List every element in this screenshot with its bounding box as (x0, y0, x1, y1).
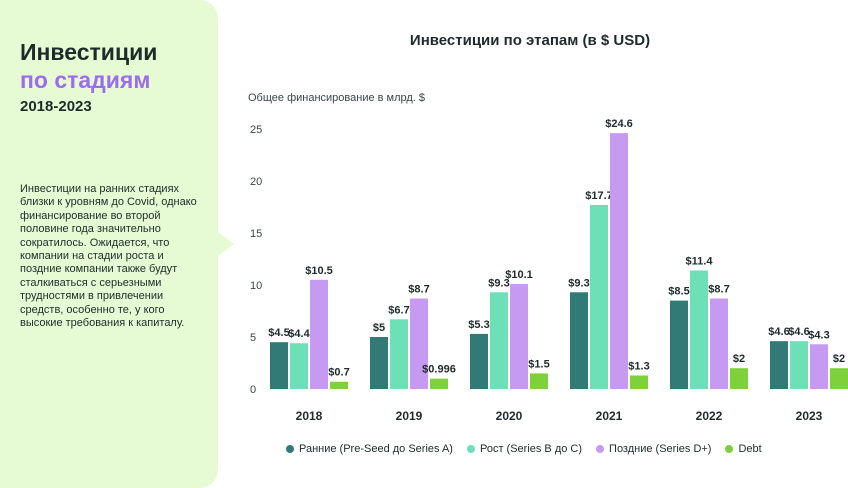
bar-2018-series-2 (310, 279, 328, 389)
y-tick-label: 15 (250, 228, 262, 240)
chart-title: Инвестиции по этапам (в $ USD) (409, 32, 651, 49)
summary-pointer (218, 232, 234, 256)
legend-dot-icon (286, 445, 294, 453)
data-label: $0.996 (422, 364, 456, 376)
legend-dot-icon (596, 445, 605, 453)
legend-dot-icon (466, 445, 475, 453)
y-tick-label: 25 (250, 124, 262, 136)
y-tick-label: 10 (250, 280, 262, 292)
bar-2022-series-1 (690, 270, 708, 389)
data-label: $4.5 (268, 327, 289, 339)
chart-legend: Ранние (Pre-Seed до Series A) Рост (Serie… (286, 443, 762, 455)
data-label: $11.4 (686, 255, 714, 267)
data-label: $4.6 (788, 326, 809, 338)
legend-item: Ранние (Pre-Seed до Series A) (286, 443, 453, 455)
data-label: $4.6 (768, 326, 789, 338)
data-label: $2 (733, 353, 745, 365)
legend-item: Debt (725, 443, 762, 455)
bar-2023-series-3 (830, 368, 848, 389)
bar-2021-series-2 (610, 133, 628, 389)
bar-2018-series-0 (270, 342, 288, 389)
data-label: $1.3 (628, 360, 649, 372)
x-tick-label-2019: 2019 (396, 409, 423, 423)
data-label: $10.5 (305, 265, 333, 277)
bar-2020-series-2 (510, 283, 528, 389)
x-tick-label-2020: 2020 (496, 409, 523, 423)
data-label: $4.3 (808, 329, 829, 341)
legend-label: Debt (738, 443, 762, 455)
data-label: $2 (833, 353, 845, 365)
bar-2018-series-3 (330, 381, 348, 389)
data-label: $17.7 (585, 190, 613, 202)
x-tick-label-2022: 2022 (696, 409, 723, 423)
x-tick-label-2023: 2023 (796, 409, 823, 423)
bar-2019-series-2 (410, 298, 428, 389)
x-tick-label-2021: 2021 (596, 409, 623, 423)
legend-label: Рост (Series B до C) (479, 443, 583, 455)
bar-2020-series-1 (490, 292, 508, 389)
legend-label: Поздние (Series D+) (609, 443, 712, 455)
bar-2023-series-1 (790, 341, 808, 389)
summary-card: Инвестиции по стадиям 2018-2023 Инвестиц… (0, 0, 218, 488)
data-label: $5.3 (468, 319, 489, 331)
bar-2019-series-3 (430, 378, 448, 389)
bar-2020-series-3 (530, 373, 548, 389)
data-label: $1.5 (528, 358, 549, 370)
bar-2019-series-0 (370, 337, 388, 389)
bar-2021-series-3 (630, 375, 648, 389)
x-tick-label-2018: 2018 (296, 409, 323, 423)
y-tick-label: 0 (250, 384, 256, 396)
data-label: $10.1 (505, 269, 533, 281)
bar-2020-series-0 (470, 333, 488, 389)
data-label: $24.6 (605, 118, 633, 130)
data-label: $9.3 (488, 277, 509, 289)
data-label: $8.5 (668, 286, 689, 298)
bar-2019-series-1 (390, 319, 408, 389)
summary-text: Инвестиции на ранних стадиях близки к ур… (20, 183, 197, 330)
data-label: $8.7 (708, 284, 729, 296)
summary-title-accent: по стадиям (20, 67, 151, 93)
bar-2022-series-3 (730, 368, 748, 389)
bar-2023-series-0 (770, 341, 788, 389)
data-label: $4.4 (288, 328, 310, 340)
data-label: $8.7 (408, 284, 429, 296)
y-tick-label: 5 (250, 332, 256, 344)
bar-2022-series-2 (710, 298, 728, 389)
legend-item: Поздние (Series D+) (596, 443, 711, 455)
bar-2021-series-0 (570, 292, 588, 389)
bar-2021-series-1 (590, 204, 608, 389)
bar-2023-series-2 (810, 344, 828, 389)
legend-item: Рост (Series B до C) (466, 443, 583, 455)
bar-2022-series-0 (670, 300, 688, 389)
bar-2018-series-1 (290, 343, 308, 389)
legend-dot-icon (725, 445, 734, 453)
data-label: $9.3 (568, 277, 589, 289)
y-tick-label: 20 (250, 176, 262, 188)
y-axis-label: Общее финансирование в млрд. $ (248, 92, 425, 104)
data-label: $6.7 (388, 304, 409, 316)
data-label: $5 (373, 322, 385, 334)
summary-years: 2018-2023 (20, 98, 92, 115)
summary-title: Инвестиции (20, 39, 158, 65)
data-label: $0.7 (328, 367, 349, 379)
legend-label: Ранние (Pre-Seed до Series A) (299, 443, 453, 455)
